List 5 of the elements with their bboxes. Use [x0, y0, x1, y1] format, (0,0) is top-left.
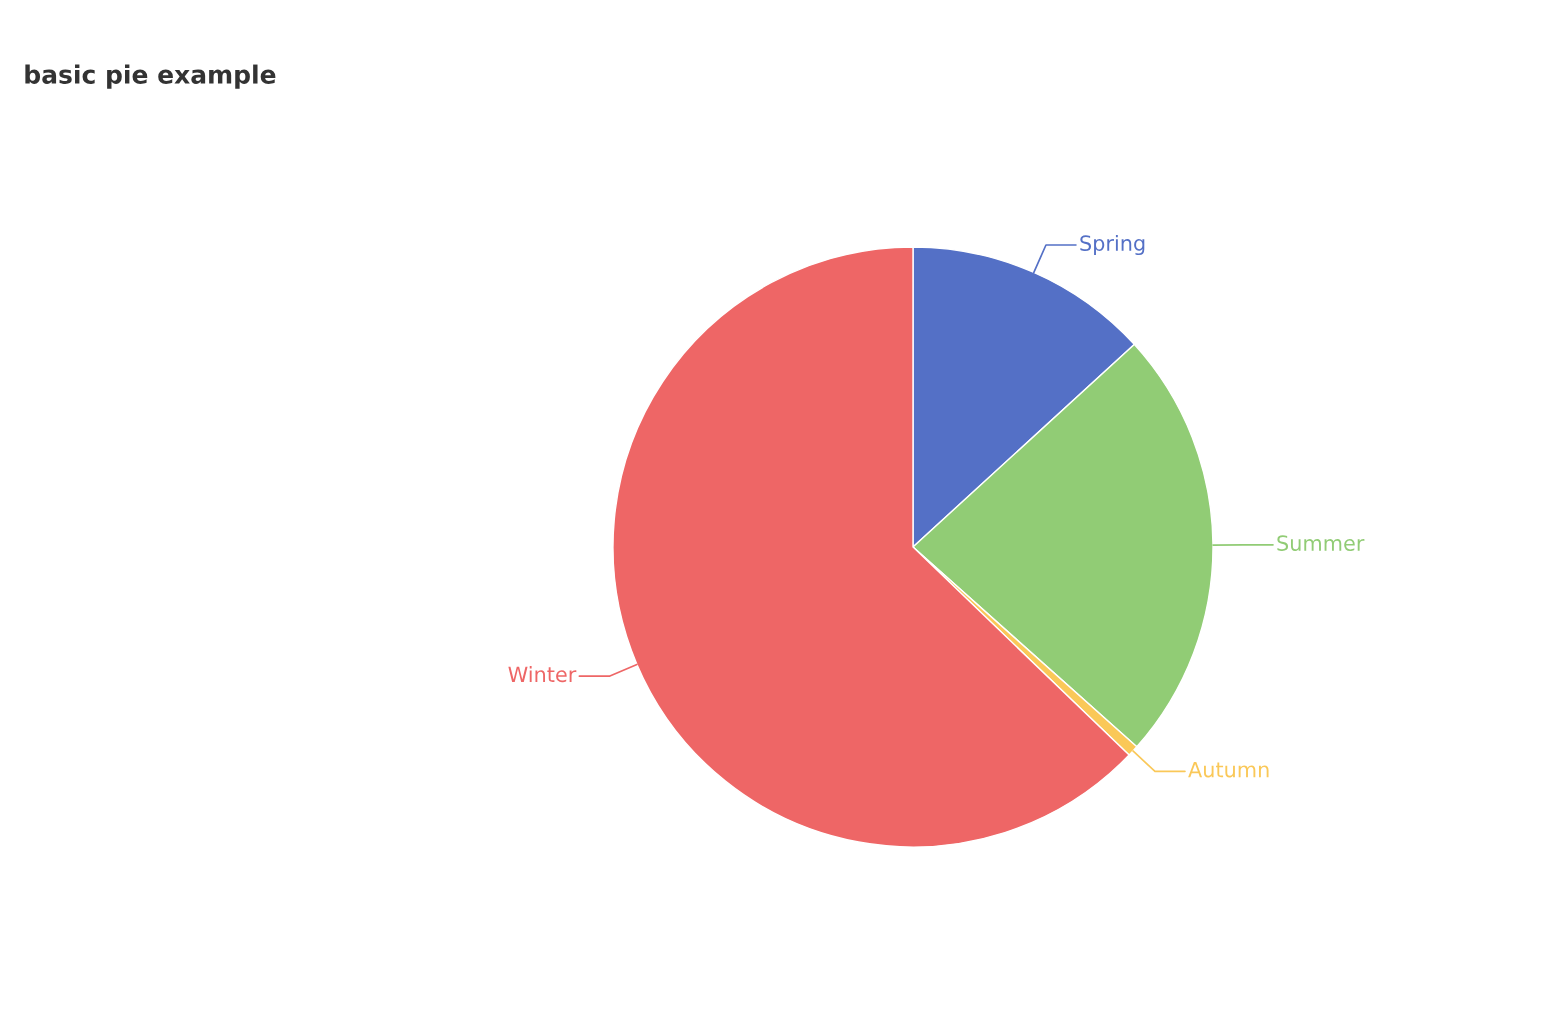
slice-label: Autumn: [1188, 761, 1269, 778]
slice-label: Winter: [508, 666, 577, 683]
text: basic pie example: [25, 64, 276, 89]
slice-label: Summer: [1277, 535, 1365, 551]
slice-label: Spring: [1080, 234, 1145, 256]
